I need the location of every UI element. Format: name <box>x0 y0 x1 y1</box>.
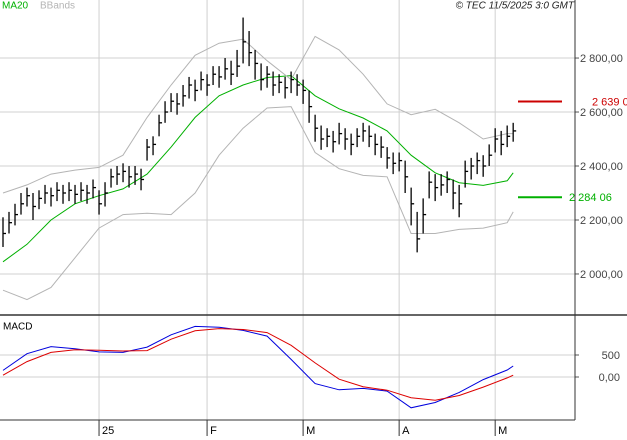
x-tick-label: 25 <box>102 425 114 437</box>
x-tick-label: A <box>402 425 410 437</box>
macd-title: MACD <box>3 322 32 333</box>
x-tick-label: M <box>498 425 507 437</box>
x-tick-label: M <box>306 425 315 437</box>
macd-line <box>2 328 514 401</box>
y-tick-label: 2 600,00 <box>580 107 623 119</box>
legend-bbands: BBands <box>40 1 75 12</box>
y-tick-label: 2 000,00 <box>580 269 623 281</box>
legend-ma20: MA20 <box>2 1 29 12</box>
band-upper <box>2 35 514 194</box>
y-tick-label: 2 400,00 <box>580 161 623 173</box>
price-marker-label: 2 639 0 <box>592 96 627 108</box>
x-tick-label: F <box>210 425 217 437</box>
y-tick-label: 0,00 <box>599 372 620 384</box>
price-marker-label: 2 284 06 <box>569 192 612 204</box>
y-tick-label: 2 200,00 <box>580 215 623 227</box>
band-lower <box>2 106 514 301</box>
y-tick-label: 500 <box>602 350 620 362</box>
y-tick-label: 2 800,00 <box>580 53 623 65</box>
copyright: © TEC 11/5/2025 3:0 GMT <box>456 1 575 12</box>
